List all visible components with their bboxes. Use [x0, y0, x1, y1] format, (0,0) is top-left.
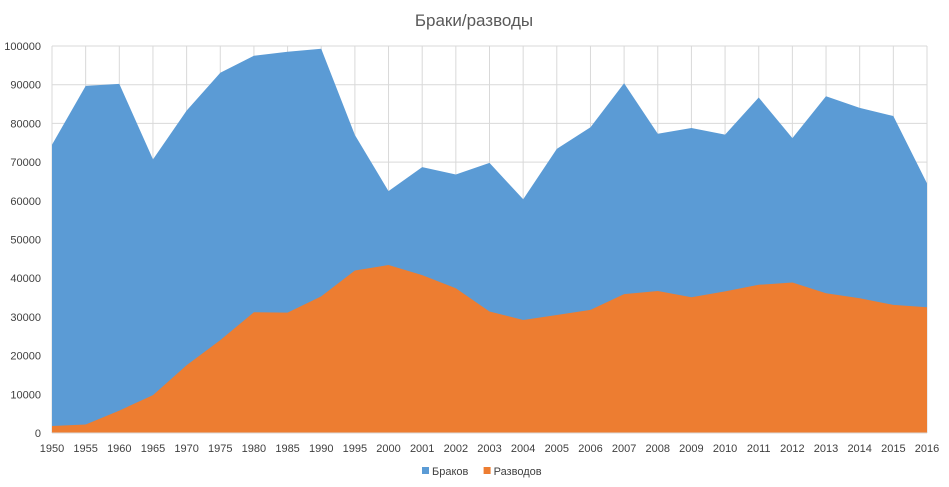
y-tick-label: 30000	[10, 312, 41, 324]
y-tick-label: 0	[35, 428, 41, 440]
x-tick-label: 1975	[208, 443, 232, 455]
x-tick-label: 1985	[275, 443, 299, 455]
x-tick-label: 1960	[107, 443, 131, 455]
x-tick-label: 2002	[444, 443, 468, 455]
x-tick-label: 2007	[612, 443, 636, 455]
x-tick-label: 2012	[780, 443, 804, 455]
legend-label: Браков	[432, 466, 469, 478]
y-tick-label: 60000	[10, 196, 41, 208]
y-tick-label: 100000	[4, 41, 41, 53]
x-tick-label: 1980	[242, 443, 266, 455]
y-tick-label: 70000	[10, 157, 41, 169]
y-tick-label: 90000	[10, 80, 41, 92]
x-tick-label: 2008	[646, 443, 670, 455]
chart-title: Браки/разводы	[415, 11, 533, 30]
x-tick-label: 2004	[511, 443, 535, 455]
x-tick-label: 2011	[747, 443, 771, 455]
legend-label: Разводов	[494, 466, 542, 478]
x-tick-label: 2001	[410, 443, 434, 455]
x-tick-label: 2015	[881, 443, 905, 455]
x-tick-label: 2013	[814, 443, 838, 455]
x-tick-label: 2005	[545, 443, 569, 455]
x-axis: 1950 1955 1960 1965 1970 1975 1980 1985 1990 1995…	[40, 443, 939, 455]
legend: Браков Разводов	[422, 466, 542, 478]
y-tick-label: 80000	[10, 118, 41, 130]
x-tick-label: 2010	[713, 443, 737, 455]
x-tick-label: 2009	[679, 443, 703, 455]
x-tick-label: 1970	[174, 443, 198, 455]
x-tick-label: 1965	[141, 443, 165, 455]
legend-swatch	[422, 467, 429, 474]
series-area-2	[52, 265, 927, 433]
x-tick-label: 2014	[847, 443, 871, 455]
y-tick-label: 10000	[10, 389, 41, 401]
x-tick-label: 1955	[73, 443, 97, 455]
x-tick-label: 1990	[309, 443, 333, 455]
x-tick-label: 1950	[40, 443, 64, 455]
plot-area	[52, 48, 927, 434]
y-tick-label: 20000	[10, 351, 41, 363]
y-tick-label: 40000	[10, 273, 41, 285]
y-axis: 0 10000 20000 30000 40000 50000 60000 70000 8000…	[4, 41, 41, 440]
x-tick-label: 2003	[477, 443, 501, 455]
legend-swatch	[483, 467, 491, 474]
x-tick-label: 2006	[578, 443, 602, 455]
y-tick-label: 50000	[10, 235, 41, 247]
x-tick-label: 2000	[376, 443, 400, 455]
x-tick-label: 2016	[915, 443, 939, 455]
x-tick-label: 1995	[343, 443, 367, 455]
